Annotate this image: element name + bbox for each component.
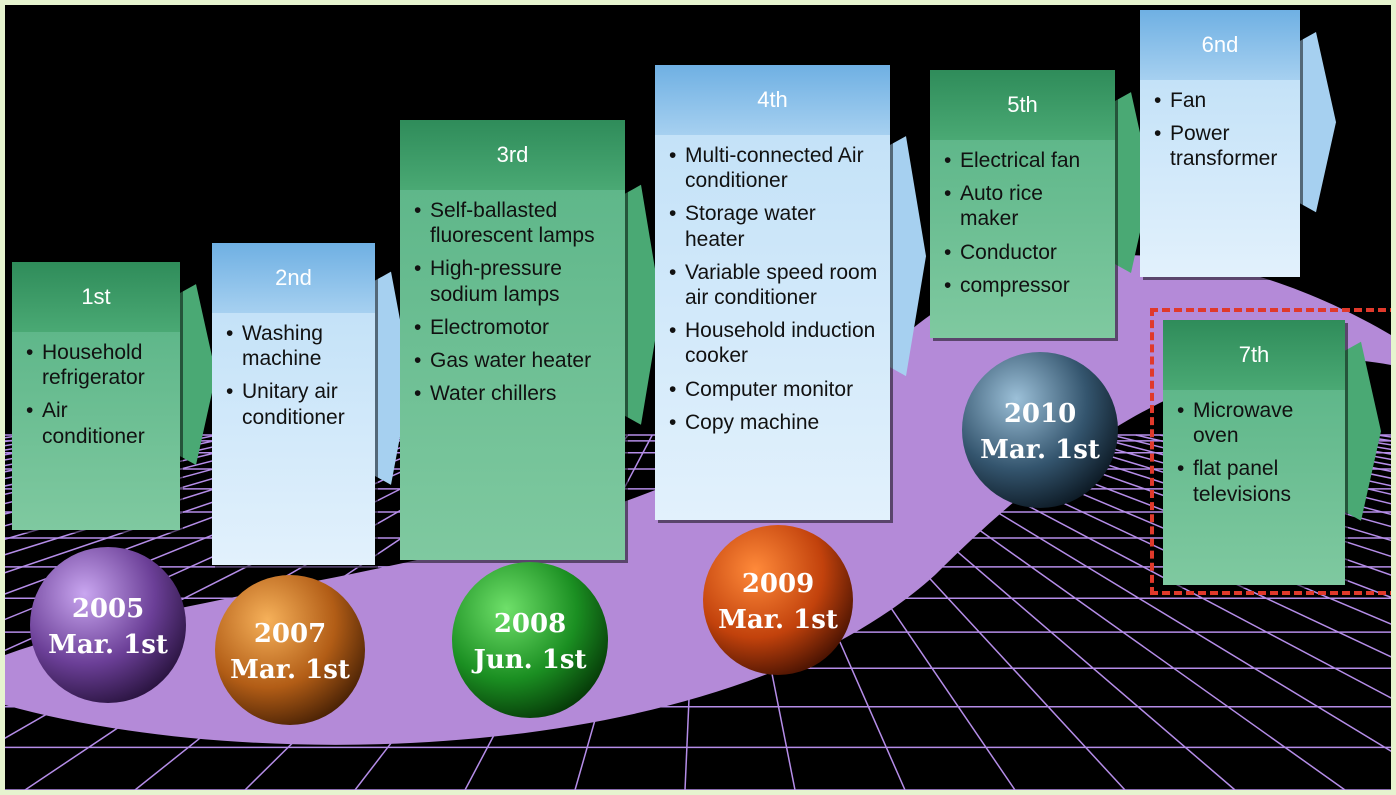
sphere [30, 547, 186, 703]
date-sphere: 2008 Jun. 1st [452, 562, 608, 718]
sphere-year: 2005 [72, 594, 144, 624]
sphere-date: Mar. 1st [718, 605, 838, 635]
date-sphere: 2010 Mar. 1st [962, 352, 1118, 508]
date-sphere: 2007 Mar. 1st [215, 575, 365, 725]
date-sphere: 2005 Mar. 1st [30, 547, 186, 703]
diagram: 1stHousehold refrigeratorAir conditioner… [5, 5, 1391, 790]
sphere-date: Mar. 1st [48, 630, 168, 660]
sphere [703, 525, 853, 675]
sphere-date: Mar. 1st [230, 655, 350, 685]
sphere [962, 352, 1118, 508]
page: {"stages": [ {"title": "1st", "items": [… [0, 0, 1396, 795]
sphere-date: Jun. 1st [472, 645, 587, 675]
sphere-year: 2007 [254, 619, 326, 649]
sphere-date: Mar. 1st [980, 435, 1100, 465]
date-spheres: 2005 Mar. 1st 2007 Mar. 1st 2008 Jun. 1st 2009… [5, 5, 1391, 790]
sphere [215, 575, 365, 725]
sphere-year: 2009 [742, 569, 814, 599]
sphere-year: 2010 [1004, 399, 1076, 429]
sphere-year: 2008 [494, 609, 566, 639]
date-sphere: 2009 Mar. 1st [703, 525, 853, 675]
sphere [452, 562, 608, 718]
